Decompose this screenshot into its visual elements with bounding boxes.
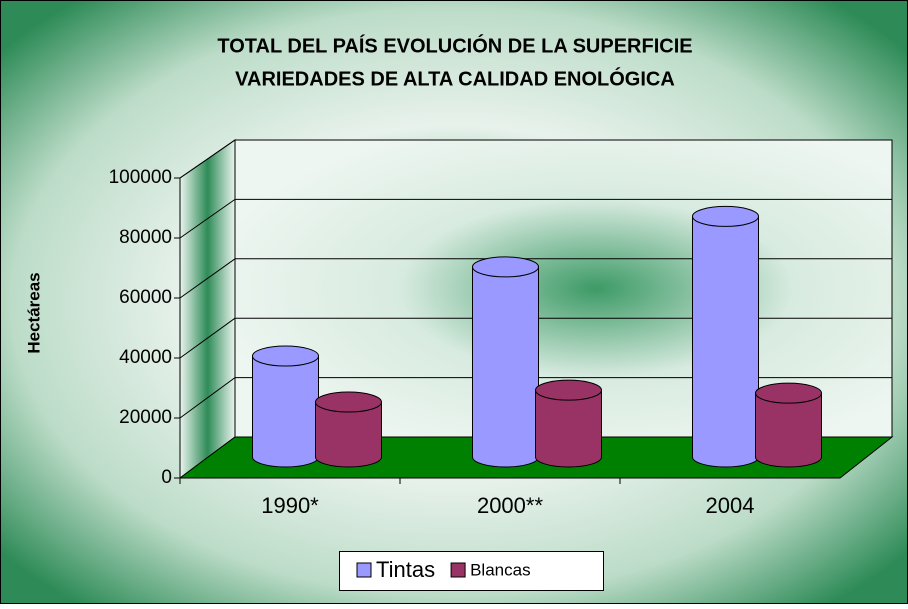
- bar-top: [755, 382, 822, 404]
- legend-label: Blancas: [470, 560, 530, 579]
- legend-label: Tintas: [376, 557, 435, 582]
- y-tick-label: 60000: [119, 287, 172, 308]
- bar: [535, 379, 602, 468]
- bar: [315, 391, 382, 468]
- bar: [252, 345, 319, 468]
- y-tick-label: 0: [161, 467, 172, 488]
- grid-line: [179, 139, 236, 179]
- grid-line: [179, 317, 236, 359]
- x-tick-label: 2000**: [477, 493, 544, 518]
- grid-line: [179, 258, 236, 299]
- bar-body: [315, 401, 382, 468]
- side-wall: [179, 139, 236, 479]
- x-tick-label: 1990*: [261, 493, 319, 518]
- legend: [339, 551, 604, 591]
- y-tick-label: 20000: [119, 407, 172, 428]
- bar-top: [692, 205, 759, 227]
- bar: [755, 382, 822, 468]
- bar: [692, 205, 759, 468]
- bar-body: [535, 389, 602, 468]
- bar-top: [315, 391, 382, 413]
- bar-top: [535, 379, 602, 401]
- grid-line: [179, 198, 236, 239]
- bar-top: [252, 345, 319, 367]
- grid-line: [179, 377, 236, 419]
- y-tick-label: 100000: [109, 167, 172, 188]
- bar: [472, 256, 539, 468]
- bar-body: [692, 215, 759, 468]
- chart-title: TOTAL DEL PAÍS EVOLUCIÓN DE LA SUPERFICI…: [217, 33, 692, 57]
- bar-top: [472, 256, 539, 278]
- x-tick-label: 2004: [706, 493, 755, 518]
- legend-swatch: [356, 562, 372, 578]
- bar-body: [472, 266, 539, 468]
- y-tick-label: 80000: [119, 227, 172, 248]
- chart-title: VARIEDADES DE ALTA CALIDAD ENOLÓGICA: [235, 66, 675, 90]
- y-axis-label: Hectáreas: [24, 272, 43, 353]
- legend-swatch: [450, 562, 466, 578]
- bar-body: [755, 392, 822, 468]
- bar-body: [252, 355, 319, 468]
- y-tick-label: 40000: [119, 347, 172, 368]
